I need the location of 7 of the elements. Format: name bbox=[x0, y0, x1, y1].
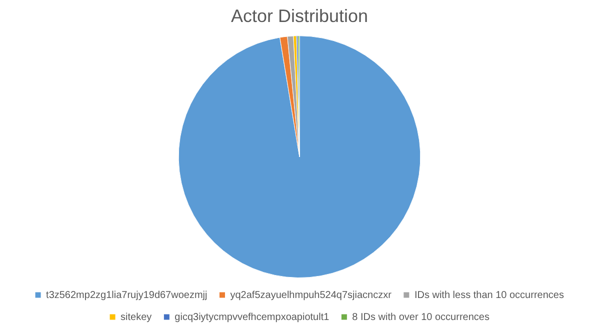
legend-label: yq2af5zayuelhmpuh524q7sjiacnczxr bbox=[230, 290, 392, 301]
legend-label: IDs with less than 10 occurrences bbox=[414, 290, 564, 301]
chart-title: Actor Distribution bbox=[230, 6, 368, 26]
legend-label: sitekey bbox=[120, 312, 152, 323]
legend-label: 8 IDs with over 10 occurrences bbox=[352, 312, 490, 323]
legend-label: gicq3iytycmpvvefhcempxoapiotult1 bbox=[174, 312, 330, 323]
legend-label: t3z562mp2zg1lia7rujy19d67woezmjj bbox=[46, 290, 208, 301]
